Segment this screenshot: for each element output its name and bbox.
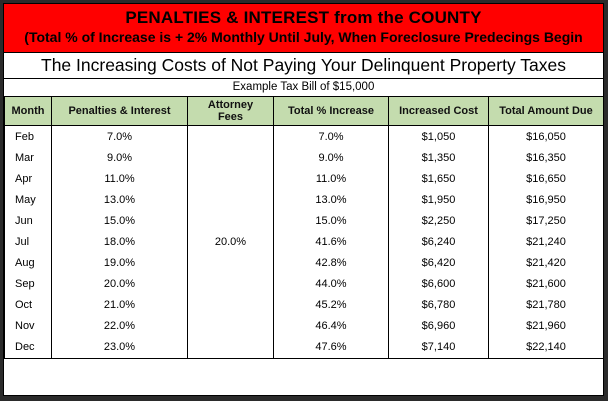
cell-increased-cost: $6,420 bbox=[388, 252, 489, 274]
example-note: Example Tax Bill of $15,000 bbox=[232, 81, 375, 93]
cell-month: Sep bbox=[4, 273, 52, 295]
cell-total-due: $16,050 bbox=[488, 125, 603, 148]
title-banner: PENALTIES & INTEREST from the COUNTY (To… bbox=[4, 4, 603, 53]
cell-total-pct: 44.0% bbox=[273, 273, 389, 295]
cell-month: Aug bbox=[4, 252, 52, 274]
cell-increased-cost: $1,650 bbox=[388, 168, 489, 190]
cell-month: Apr bbox=[4, 168, 52, 190]
page-heading: The Increasing Costs of Not Paying Your … bbox=[4, 53, 603, 79]
cell-month: Mar bbox=[4, 147, 52, 169]
cell-total-pct: 47.6% bbox=[273, 336, 389, 360]
cell-attorney bbox=[187, 210, 274, 232]
cell-attorney bbox=[187, 189, 274, 211]
cell-total-due: $17,250 bbox=[488, 210, 603, 232]
cell-total-pct: 15.0% bbox=[273, 210, 389, 232]
cell-increased-cost: $1,950 bbox=[388, 189, 489, 211]
cell-attorney bbox=[187, 336, 274, 360]
cell-total-pct: 11.0% bbox=[273, 168, 389, 190]
cell-penalties: 11.0% bbox=[51, 168, 188, 190]
cell-attorney bbox=[187, 168, 274, 190]
cell-total-due: $21,420 bbox=[488, 252, 603, 274]
cell-increased-cost: $1,050 bbox=[388, 125, 489, 148]
cell-month: Nov bbox=[4, 315, 52, 337]
cell-month: Jul bbox=[4, 231, 52, 253]
banner-subtitle: (Total % of Increase is + 2% Monthly Unt… bbox=[24, 29, 583, 45]
table-row: Feb 7.0% 7.0% $1,050 $16,050 bbox=[4, 125, 603, 148]
cell-total-due: $16,950 bbox=[488, 189, 603, 211]
cell-attorney bbox=[187, 294, 274, 316]
cell-penalties: 7.0% bbox=[51, 125, 188, 148]
cell-penalties: 15.0% bbox=[51, 210, 188, 232]
cell-attorney bbox=[187, 125, 274, 148]
cell-attorney: 20.0% bbox=[187, 231, 274, 253]
cell-total-due: $21,780 bbox=[488, 294, 603, 316]
cell-increased-cost: $1,350 bbox=[388, 147, 489, 169]
cell-total-due: $21,960 bbox=[488, 315, 603, 337]
spreadsheet-document: PENALTIES & INTEREST from the COUNTY (To… bbox=[3, 3, 604, 396]
table-row: Sep 20.0% 44.0% $6,600 $21,600 bbox=[4, 273, 603, 295]
cell-increased-cost: $7,140 bbox=[388, 336, 489, 360]
column-header-increased-cost: Increased Cost bbox=[388, 96, 489, 126]
cell-total-pct: 13.0% bbox=[273, 189, 389, 211]
column-header-total-amount-due: Total Amount Due bbox=[488, 96, 603, 126]
cell-month: Feb bbox=[4, 125, 52, 148]
cell-penalties: 21.0% bbox=[51, 294, 188, 316]
cell-total-due: $22,140 bbox=[488, 336, 603, 360]
cell-attorney bbox=[187, 252, 274, 274]
cell-total-pct: 46.4% bbox=[273, 315, 389, 337]
cell-penalties: 19.0% bbox=[51, 252, 188, 274]
table-row: Nov 22.0% 46.4% $6,960 $21,960 bbox=[4, 315, 603, 337]
cell-increased-cost: $2,250 bbox=[388, 210, 489, 232]
table-row: Jul 18.0% 20.0% 41.6% $6,240 $21,240 bbox=[4, 231, 603, 253]
table-row: Dec 23.0% 47.6% $7,140 $22,140 bbox=[4, 336, 603, 360]
table-row: Aug 19.0% 42.8% $6,420 $21,420 bbox=[4, 252, 603, 274]
cell-month: Oct bbox=[4, 294, 52, 316]
cell-total-due: $16,650 bbox=[488, 168, 603, 190]
cell-attorney bbox=[187, 315, 274, 337]
cell-penalties: 22.0% bbox=[51, 315, 188, 337]
cell-total-pct: 9.0% bbox=[273, 147, 389, 169]
table-body: Feb 7.0% 7.0% $1,050 $16,050 Mar 9.0% 9.0% $1,3… bbox=[4, 125, 603, 360]
cell-penalties: 13.0% bbox=[51, 189, 188, 211]
cell-increased-cost: $6,600 bbox=[388, 273, 489, 295]
table-row: Jun 15.0% 15.0% $2,250 $17,250 bbox=[4, 210, 603, 232]
cell-increased-cost: $6,240 bbox=[388, 231, 489, 253]
cell-penalties: 9.0% bbox=[51, 147, 188, 169]
cell-total-due: $21,600 bbox=[488, 273, 603, 295]
cell-total-pct: 45.2% bbox=[273, 294, 389, 316]
cell-increased-cost: $6,780 bbox=[388, 294, 489, 316]
column-header-penalties-interest: Penalties & Interest bbox=[51, 96, 188, 126]
cell-total-due: $21,240 bbox=[488, 231, 603, 253]
cell-month: Dec bbox=[4, 336, 52, 360]
column-header-month: Month bbox=[4, 96, 52, 126]
cell-total-pct: 42.8% bbox=[273, 252, 389, 274]
cell-total-pct: 7.0% bbox=[273, 125, 389, 148]
penalties-table: Month Penalties & Interest Attorney Fees… bbox=[4, 96, 603, 360]
table-row: Apr 11.0% 11.0% $1,650 $16,650 bbox=[4, 168, 603, 190]
table-header-row: Month Penalties & Interest Attorney Fees… bbox=[4, 96, 603, 126]
cell-penalties: 23.0% bbox=[51, 336, 188, 360]
cell-increased-cost: $6,960 bbox=[388, 315, 489, 337]
column-header-attorney-fees: Attorney Fees bbox=[187, 96, 274, 126]
banner-title: PENALTIES & INTEREST from the COUNTY bbox=[125, 8, 482, 27]
cell-attorney bbox=[187, 147, 274, 169]
table-row: Mar 9.0% 9.0% $1,350 $16,350 bbox=[4, 147, 603, 169]
column-header-total-increase: Total % Increase bbox=[273, 96, 389, 126]
cell-penalties: 20.0% bbox=[51, 273, 188, 295]
cell-month: Jun bbox=[4, 210, 52, 232]
cell-total-due: $16,350 bbox=[488, 147, 603, 169]
cell-total-pct: 41.6% bbox=[273, 231, 389, 253]
cell-attorney bbox=[187, 273, 274, 295]
table-row: May 13.0% 13.0% $1,950 $16,950 bbox=[4, 189, 603, 211]
table-row: Oct 21.0% 45.2% $6,780 $21,780 bbox=[4, 294, 603, 316]
cell-penalties: 18.0% bbox=[51, 231, 188, 253]
cell-month: May bbox=[4, 189, 52, 211]
